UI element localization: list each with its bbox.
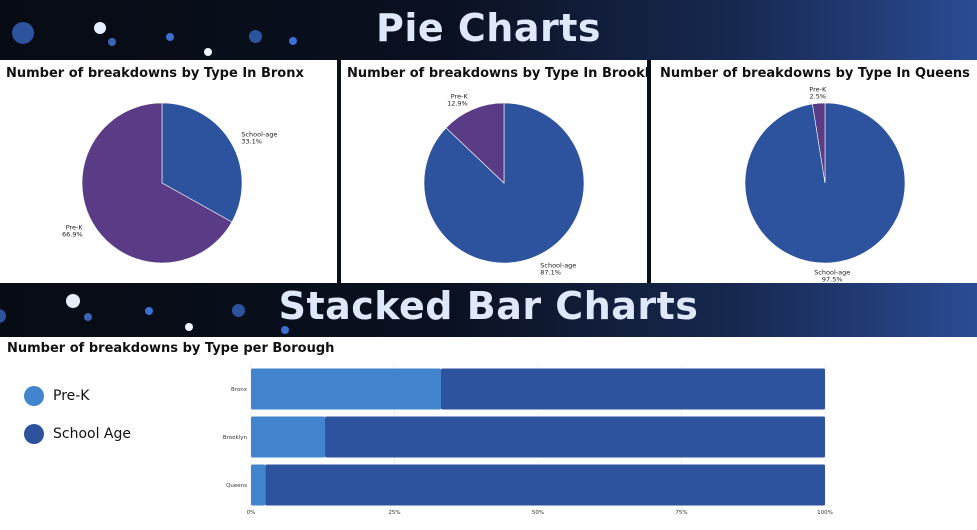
y-category-label: Queens <box>226 483 247 489</box>
stacked-bar-chart: 0% 25% 50% 75% 100% Bronx Brooklyn Queens <box>223 365 833 516</box>
chart-title: Number of breakdowns by Type per Borough <box>7 341 335 356</box>
pie-panel-queens: Number of breakdowns by Type In Queens S… <box>651 60 977 283</box>
x-tick-label: 100% <box>817 510 833 516</box>
y-category-label: Bronx <box>231 387 248 393</box>
page-title: Pie Charts <box>376 6 601 50</box>
divider <box>337 60 341 283</box>
pie-slice-value: 12.9% <box>447 99 468 107</box>
pie-slice-value: 97.5% <box>822 276 843 283</box>
chart-title: Number of breakdowns by Type In Queens <box>660 66 970 81</box>
legend-label: School Age <box>53 426 132 442</box>
decorative-dot <box>249 30 262 43</box>
legend-swatch <box>24 386 44 406</box>
decorative-dot <box>66 294 80 308</box>
pie-charts-banner: Pie Charts <box>0 0 977 60</box>
legend-item-school-age: School Age <box>24 415 131 453</box>
x-tick-label: 25% <box>388 510 400 516</box>
y-category-label: Brooklyn <box>223 435 248 441</box>
pie-slice-school-age <box>161 102 243 223</box>
decorative-dot <box>204 48 212 56</box>
pie-slice-pre-k <box>812 102 826 184</box>
decorative-dot <box>185 323 193 331</box>
legend-swatch <box>24 424 44 444</box>
bar-segment-school-age <box>440 368 825 410</box>
pie-panel-bronx: Number of breakdowns by Type In Bronx Sc… <box>0 60 337 283</box>
chart-title: Number of breakdowns by Type In Bronx <box>6 66 304 81</box>
pie-slice-label: School-age <box>540 262 576 270</box>
divider <box>647 60 651 283</box>
decorative-dot <box>0 309 6 323</box>
decorative-dot <box>166 33 174 41</box>
decorative-dot <box>12 22 34 44</box>
stacked-bar-banner: Stacked Bar Charts <box>0 283 977 337</box>
pie-slice-label: School-age <box>241 130 277 138</box>
pie-slice-value: 87.1% <box>540 269 561 277</box>
pie-slice-label: School-age <box>814 269 850 277</box>
legend-label: Pre-K <box>53 388 90 404</box>
stacked-bar-panel: Number of breakdowns by Type per Borough… <box>0 337 977 530</box>
legend-item-prek: Pre-K <box>24 377 131 415</box>
x-tick-label: 0% <box>247 510 256 516</box>
pie-slice-label: Pre-K <box>451 92 469 100</box>
pie-slice-value: 33.1% <box>241 137 262 145</box>
section-title: Stacked Bar Charts <box>278 284 699 328</box>
decorative-dot <box>281 326 289 334</box>
chart-title: Number of breakdowns by Type In Brooklyn <box>347 66 667 81</box>
bar-segment-school-age <box>325 416 825 458</box>
decorative-dot <box>289 37 297 45</box>
decorative-dot <box>84 313 92 321</box>
decorative-dot <box>94 22 106 34</box>
pie-slice-label: Pre-K <box>66 224 84 232</box>
decorative-dot <box>145 307 153 315</box>
decorative-dot <box>232 304 245 317</box>
pie-slice-pre-k <box>81 102 233 264</box>
pie-slice-value: 66.9% <box>62 231 83 239</box>
bar-segment-school-age <box>265 464 826 506</box>
bar-segment-pre-k <box>251 368 441 410</box>
bar-segment-pre-k <box>251 464 266 506</box>
legend: Pre-K School Age <box>24 377 131 453</box>
pie-slice-pre-k <box>445 102 505 184</box>
bar-segment-pre-k <box>251 416 326 458</box>
pie-slice-value: 2.5% <box>810 92 827 100</box>
pie-slice-label: Pre-K <box>809 85 827 93</box>
decorative-dot <box>108 38 116 46</box>
x-tick-label: 50% <box>532 510 544 516</box>
pie-panel-brooklyn: Number of breakdowns by Type In Brooklyn… <box>341 60 667 283</box>
x-tick-label: 75% <box>675 510 687 516</box>
